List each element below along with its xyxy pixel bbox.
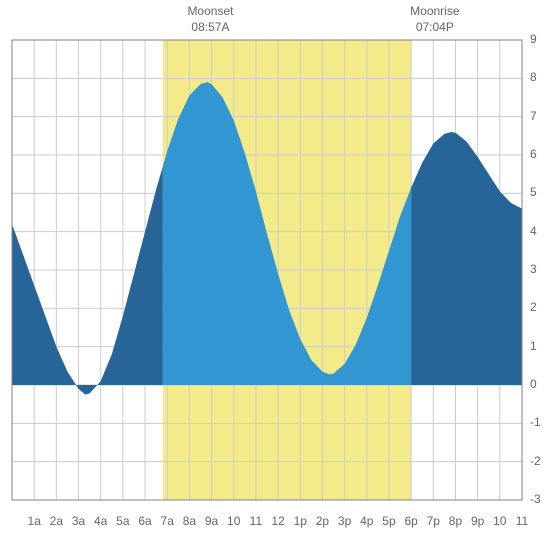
tide-chart: -3-2-101234567891a2a3a4a5a6a7a8a9a101112… <box>0 0 550 550</box>
x-tick-label: 2p <box>316 514 329 528</box>
x-tick-label: 7p <box>427 514 440 528</box>
y-tick-label: 4 <box>530 224 537 238</box>
moonset-label: Moonset08:57A <box>187 4 233 35</box>
y-tick-label: -2 <box>530 454 541 468</box>
x-tick-label: 11 <box>516 514 528 528</box>
x-tick-label: 8p <box>449 514 462 528</box>
moon-event-title: Moonset <box>187 4 233 20</box>
x-tick-label: 3p <box>338 514 351 528</box>
x-tick-label: 9a <box>205 514 218 528</box>
moon-event-time: 07:04P <box>410 20 459 36</box>
x-tick-label: 4p <box>360 514 373 528</box>
x-tick-label: 1a <box>27 514 40 528</box>
x-tick-label: 9p <box>471 514 484 528</box>
x-tick-label: 8a <box>183 514 196 528</box>
x-tick-label: 2a <box>50 514 63 528</box>
x-tick-label: 1p <box>294 514 307 528</box>
moon-event-time: 08:57A <box>187 20 233 36</box>
x-tick-label: 6p <box>404 514 417 528</box>
y-tick-label: 9 <box>530 32 537 46</box>
moon-event-title: Moonrise <box>410 4 459 20</box>
y-tick-label: -3 <box>530 492 541 506</box>
x-tick-label: 4a <box>94 514 107 528</box>
moonrise-label: Moonrise07:04P <box>410 4 459 35</box>
y-tick-label: 7 <box>530 109 537 123</box>
x-tick-label: 3a <box>72 514 85 528</box>
x-tick-label: 10 <box>227 514 240 528</box>
chart-canvas <box>0 0 550 550</box>
y-tick-label: 6 <box>530 147 537 161</box>
y-tick-label: 8 <box>530 70 537 84</box>
x-tick-label: 6a <box>138 514 151 528</box>
x-tick-label: 10 <box>493 514 506 528</box>
x-tick-label: 5p <box>382 514 395 528</box>
x-tick-label: 7a <box>161 514 174 528</box>
y-tick-label: 2 <box>530 300 537 314</box>
x-tick-label: 11 <box>250 514 262 528</box>
y-tick-label: 5 <box>530 185 537 199</box>
x-tick-label: 12 <box>271 514 284 528</box>
x-tick-label: 5a <box>116 514 129 528</box>
y-tick-label: 0 <box>530 377 537 391</box>
y-tick-label: -1 <box>530 415 541 429</box>
y-tick-label: 1 <box>530 339 537 353</box>
y-tick-label: 3 <box>530 262 537 276</box>
